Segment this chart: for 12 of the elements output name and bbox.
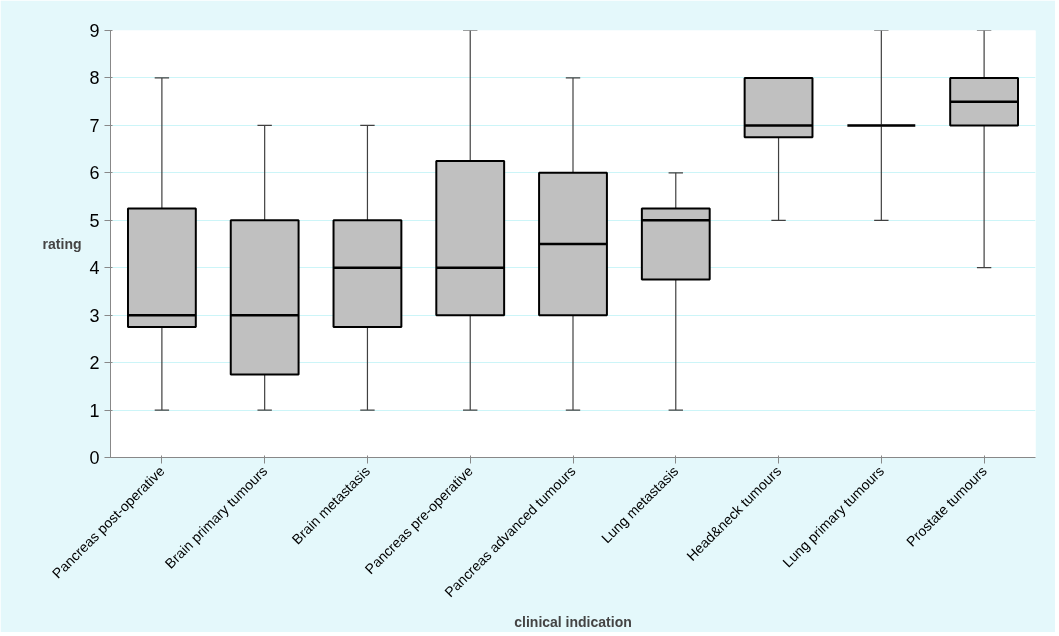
y-tick-label: 3: [89, 305, 100, 326]
x-axis-title: clinical indication: [514, 613, 632, 630]
y-tick-label: 8: [89, 68, 100, 89]
y-tick-label: 1: [89, 400, 100, 421]
y-tick-label: 5: [89, 210, 100, 231]
y-tick-label: 6: [89, 163, 100, 184]
y-tick-label: 9: [89, 21, 100, 41]
y-tick-label: 7: [89, 115, 100, 136]
y-tick-label: 4: [89, 258, 100, 279]
y-axis-title: rating: [42, 236, 82, 252]
y-tick-label: 2: [89, 353, 100, 374]
y-tick-label: 0: [89, 448, 100, 468]
